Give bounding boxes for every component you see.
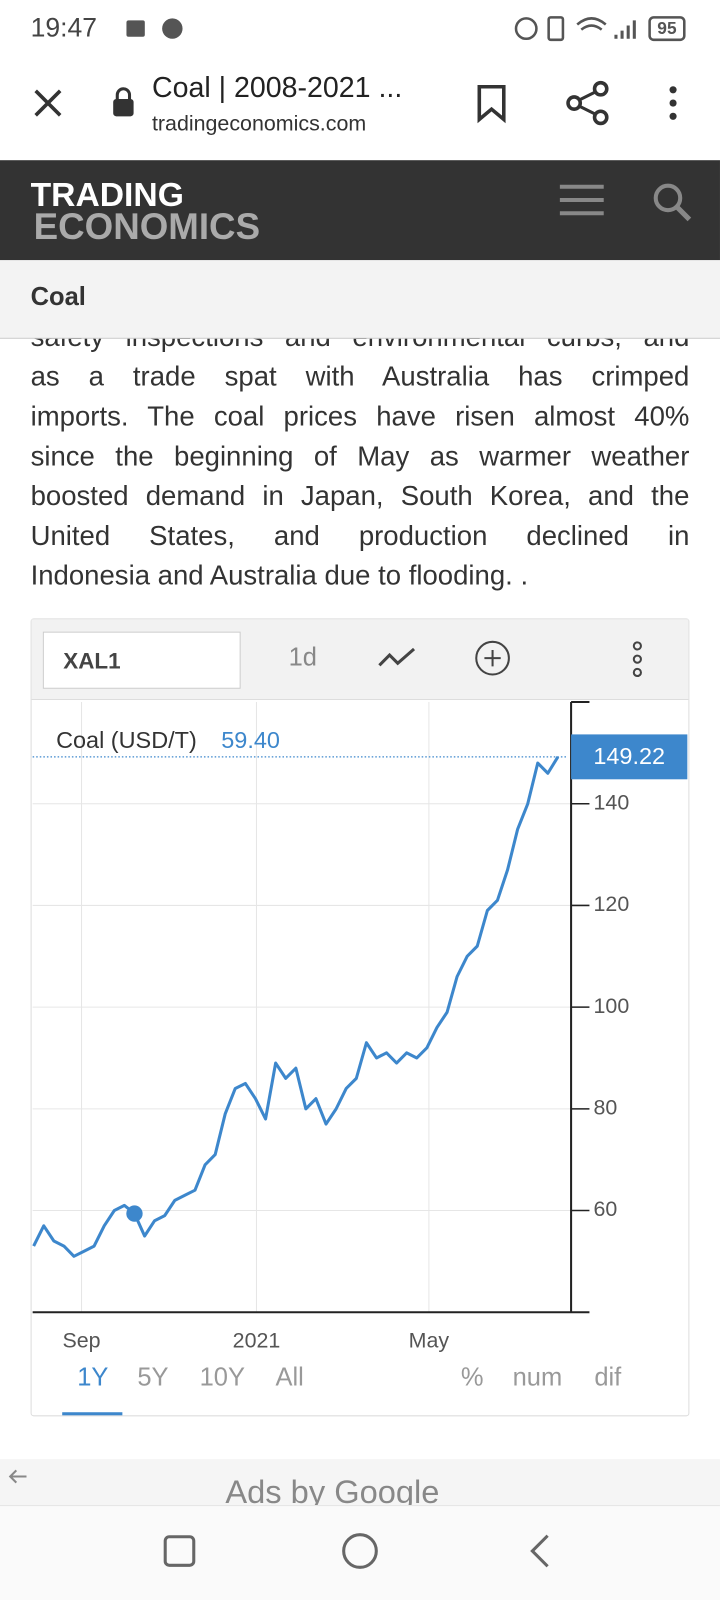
vibrate-icon bbox=[547, 16, 565, 42]
chart-type-button[interactable] bbox=[378, 647, 416, 667]
compare-button[interactable] bbox=[475, 640, 510, 676]
y-tick-label: 80 bbox=[594, 1095, 618, 1119]
share-button[interactable] bbox=[566, 80, 609, 126]
status-time: 19:47 bbox=[30, 12, 97, 43]
range-button[interactable]: All bbox=[275, 1363, 304, 1392]
ad-back[interactable] bbox=[8, 1469, 27, 1484]
section-title: Coal bbox=[30, 282, 86, 312]
y-tick-label: 60 bbox=[594, 1197, 618, 1221]
legend-value: 59.40 bbox=[221, 727, 280, 753]
legend-name: Coal (USD/T) bbox=[56, 727, 197, 753]
mode-button[interactable]: num bbox=[512, 1363, 563, 1392]
search-button[interactable] bbox=[653, 183, 692, 222]
mode-button[interactable]: dif bbox=[594, 1363, 622, 1392]
nav-bar bbox=[0, 1505, 720, 1600]
symbol[interactable]: XAL1 bbox=[63, 647, 121, 674]
lock-shackle bbox=[115, 87, 132, 100]
article: safety inspections and environmental cur… bbox=[31, 339, 690, 602]
close-button[interactable] bbox=[34, 89, 62, 117]
symbol-input[interactable] bbox=[42, 631, 241, 689]
section-bar bbox=[0, 260, 720, 339]
series-line bbox=[32, 756, 560, 1258]
y-tick-label: 140 bbox=[594, 790, 630, 814]
range-button[interactable]: 10Y bbox=[199, 1363, 245, 1392]
back-button[interactable] bbox=[530, 1534, 549, 1568]
y-tick-label: 120 bbox=[594, 892, 630, 916]
alarm-icon bbox=[514, 17, 538, 41]
x-tick-label: May bbox=[409, 1328, 450, 1352]
ad-bar: Ads by Google bbox=[0, 1459, 720, 1506]
interval[interactable]: 1d bbox=[288, 642, 317, 672]
range-button[interactable]: 5Y bbox=[137, 1363, 169, 1392]
y-tick-label: 100 bbox=[594, 994, 630, 1018]
recent-apps-button[interactable] bbox=[163, 1535, 196, 1567]
hamburger-button[interactable] bbox=[559, 184, 604, 216]
signal-icon bbox=[614, 20, 636, 39]
last-value-badge bbox=[571, 734, 688, 780]
chart-box bbox=[30, 618, 690, 1417]
article-line: United States, and production declined i… bbox=[30, 520, 690, 552]
site-header bbox=[0, 160, 720, 261]
article-line: Indonesia and Australia due to flooding.… bbox=[30, 560, 529, 591]
article-line: imports. The coal prices have risen almo… bbox=[30, 401, 690, 432]
range-underline bbox=[62, 1412, 123, 1416]
article-line: safety inspections and environmental cur… bbox=[31, 339, 690, 357]
ads-label[interactable]: Ads by Google bbox=[225, 1473, 440, 1506]
logo-line2[interactable]: ECONOMICS bbox=[33, 205, 261, 247]
page-url[interactable]: tradingeconomics.com bbox=[151, 112, 367, 136]
home-button[interactable] bbox=[342, 1533, 378, 1569]
article-line: as a trade spat with Australia has crimp… bbox=[30, 361, 690, 392]
menu-button[interactable] bbox=[669, 86, 677, 120]
article-line: boosted demand in Japan, South Korea, an… bbox=[30, 480, 690, 512]
last-value-label: 149.22 bbox=[593, 743, 665, 769]
logo-line1[interactable]: TRADING bbox=[30, 175, 184, 214]
messenger-icon bbox=[162, 18, 183, 39]
chart-menu-button[interactable] bbox=[632, 641, 642, 678]
page-title[interactable]: Coal | 2008-2021 ... bbox=[151, 71, 403, 104]
battery-level: 95 bbox=[657, 18, 677, 38]
wifi-icon bbox=[576, 17, 607, 31]
bookmark-button[interactable] bbox=[477, 84, 506, 124]
gallery-icon bbox=[126, 20, 145, 37]
x-tick-label: Sep bbox=[63, 1328, 101, 1352]
article-line: since the beginning of May as warmer wea… bbox=[30, 440, 690, 472]
mode-button[interactable]: % bbox=[460, 1363, 484, 1392]
x-tick-label: 2021 bbox=[233, 1328, 281, 1352]
battery-icon bbox=[648, 16, 686, 42]
lock-icon bbox=[113, 98, 134, 117]
range-button[interactable]: 1Y bbox=[77, 1363, 109, 1392]
hover-point bbox=[126, 1205, 143, 1222]
